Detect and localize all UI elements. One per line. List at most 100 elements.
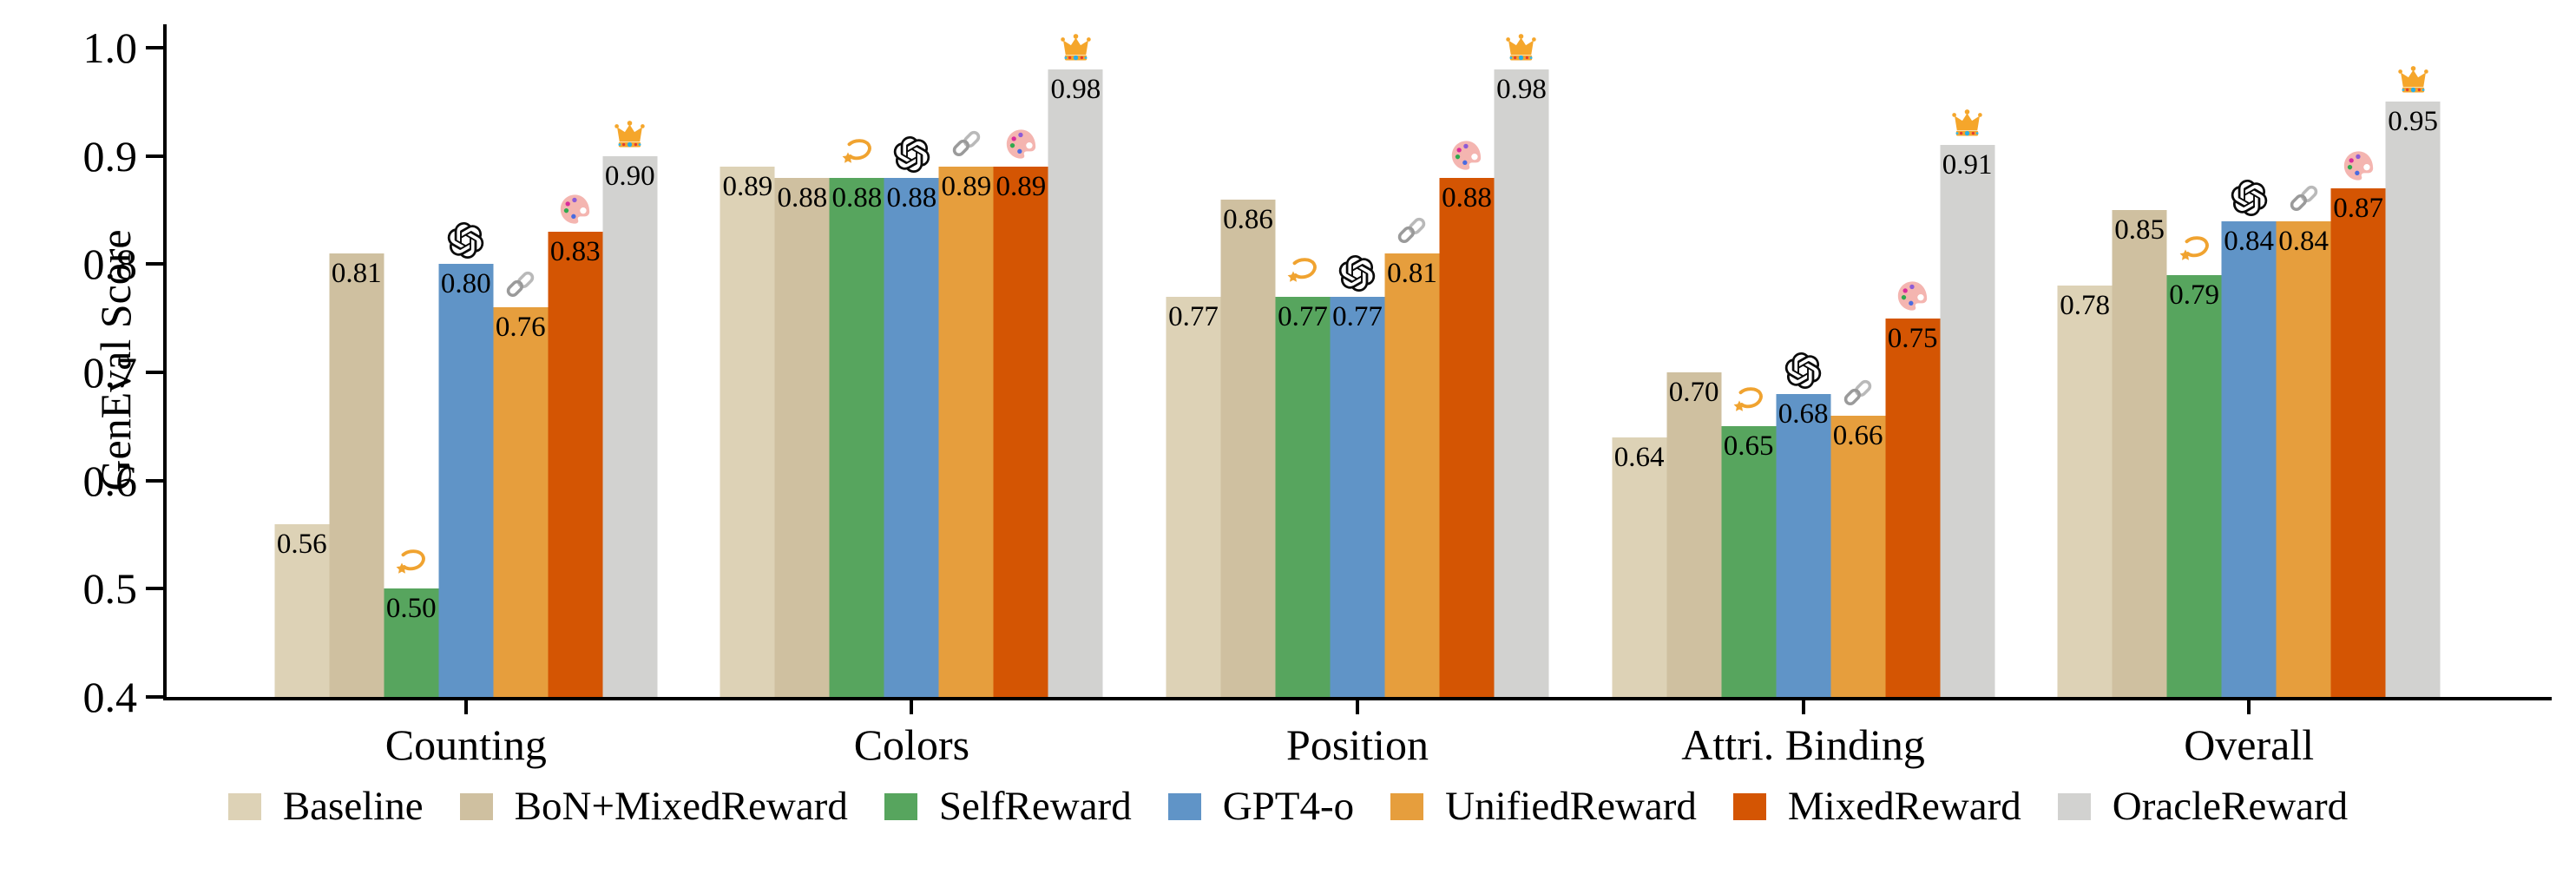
y-tick-label: 0.6 xyxy=(82,456,138,505)
bar: 0.88 xyxy=(884,135,939,697)
crown-icon xyxy=(1952,109,1982,136)
legend-label: UnifiedReward xyxy=(1445,784,1697,829)
bar: 0.64 xyxy=(1612,437,1667,697)
bar: 0.95 xyxy=(2385,66,2441,697)
legend-item: Baseline xyxy=(227,784,424,829)
y-major-tick xyxy=(146,371,167,374)
bar: 0.78 xyxy=(2057,286,2113,697)
bar-icon xyxy=(1841,376,1876,411)
y-axis-spine xyxy=(163,24,167,700)
bar-value-label: 0.66 xyxy=(1832,419,1883,451)
category-group: Counting 0.56 0.81 0.50 0.80 0.76 0.83 0.90 xyxy=(243,24,689,769)
bar-value-label: 0.88 xyxy=(831,181,883,214)
openai-icon xyxy=(2231,179,2267,216)
y-tick-label: 0.5 xyxy=(82,564,138,614)
legend-label: OracleReward xyxy=(2112,784,2349,829)
x-category-label: Overall xyxy=(2184,720,2315,769)
legend-swatch xyxy=(1167,793,1201,820)
bar-icon xyxy=(1003,127,1038,161)
bar-value-label: 0.50 xyxy=(385,593,437,625)
legend-item: MixedReward xyxy=(1732,784,2021,829)
legend-swatch xyxy=(459,793,493,820)
legend: Baseline BoN+MixedReward SelfReward GPT4-o U… xyxy=(0,786,2576,827)
legend-item: UnifiedReward xyxy=(1390,786,1697,827)
link-icon xyxy=(952,130,981,157)
bar-value-label: 0.86 xyxy=(1223,203,1273,235)
bar: 0.86 xyxy=(1220,199,1276,697)
bar: 0.56 xyxy=(274,523,330,697)
palette-icon xyxy=(2343,151,2373,181)
link-icon xyxy=(1398,217,1426,243)
crown-icon xyxy=(614,120,646,148)
crown-icon xyxy=(2397,66,2428,93)
category-group: Attri. Binding 0.64 0.70 0.65 0.68 0.66 0.7… xyxy=(1580,24,2027,769)
bar-icon xyxy=(1283,253,1322,292)
legend-label: Baseline xyxy=(282,784,424,829)
bar-value-label: 0.76 xyxy=(495,312,546,344)
bar-icon xyxy=(1339,254,1376,292)
bar: 0.89 xyxy=(993,129,1048,697)
bar: 0.89 xyxy=(720,167,775,697)
link-icon xyxy=(1843,379,1872,405)
bar: 0.68 xyxy=(1776,352,1831,697)
bar-icon xyxy=(1504,31,1539,64)
category-group: Overall 0.78 0.85 0.79 0.84 0.84 0.87 0.95 xyxy=(2026,24,2472,769)
bar-icon xyxy=(448,222,484,260)
bar-icon xyxy=(2231,179,2267,216)
bar: 0.75 xyxy=(1885,281,1941,697)
link-icon xyxy=(507,272,535,298)
bar-value-label: 0.89 xyxy=(722,171,773,203)
bar: 0.80 xyxy=(438,222,494,697)
bar-value-label: 0.81 xyxy=(1387,257,1437,289)
bar: 0.87 xyxy=(2330,151,2386,697)
y-major-tick xyxy=(146,478,167,483)
bar-value-label: 0.70 xyxy=(1668,377,1719,408)
y-tick-label: 0.9 xyxy=(82,131,138,181)
bar-value-label: 0.68 xyxy=(1778,398,1829,430)
bar: 0.50 xyxy=(384,549,439,697)
palette-icon xyxy=(1897,281,1928,311)
bar: 0.88 xyxy=(1439,140,1495,697)
bar-value-label: 0.87 xyxy=(2333,193,2384,225)
bar-value-label: 0.80 xyxy=(440,268,491,300)
bar-value-label: 0.75 xyxy=(1887,322,1938,354)
palette-icon xyxy=(1006,129,1036,159)
bar: 0.66 xyxy=(1830,379,1886,697)
bar-icon xyxy=(2395,63,2430,96)
legend-swatch xyxy=(227,793,261,820)
x-category-label: Counting xyxy=(384,720,547,769)
palette-icon xyxy=(561,194,590,224)
bar: 0.83 xyxy=(548,194,603,697)
bar: 0.90 xyxy=(602,120,658,697)
y-major-tick xyxy=(146,262,167,266)
legend-label: MixedReward xyxy=(1787,784,2021,829)
bar: 0.85 xyxy=(2112,210,2167,697)
y-major-tick xyxy=(146,46,167,49)
bars-row: 0.78 0.85 0.79 0.84 0.84 0.87 0.95 xyxy=(2057,66,2441,697)
bar-value-label: 0.77 xyxy=(1168,300,1219,332)
link-icon xyxy=(2290,185,2317,211)
bars-row: 0.64 0.70 0.65 0.68 0.66 0.75 0.91 xyxy=(1612,109,1995,697)
y-tick-label: 1.0 xyxy=(82,23,138,72)
bars-row: 0.56 0.81 0.50 0.80 0.76 0.83 0.90 xyxy=(274,120,658,697)
x-tick xyxy=(910,700,914,714)
bar-icon xyxy=(1950,107,1985,140)
bar-icon xyxy=(1058,31,1093,64)
bar-icon xyxy=(2286,181,2321,216)
bar: 0.70 xyxy=(1666,372,1722,697)
x-category-label: Colors xyxy=(853,720,970,769)
bar-value-label: 0.77 xyxy=(1332,300,1383,332)
bars-row: 0.89 0.88 0.88 0.88 0.89 0.89 0.98 xyxy=(720,34,1103,697)
bar-icon xyxy=(2341,148,2376,183)
bar-value-label: 0.89 xyxy=(941,171,992,203)
legend-item: SelfReward xyxy=(884,786,1132,827)
bar: 0.84 xyxy=(2276,185,2331,697)
x-category-label: Attri. Binding xyxy=(1681,720,1925,769)
openai-icon xyxy=(1339,254,1376,292)
bar: 0.76 xyxy=(493,272,549,697)
bar: 0.79 xyxy=(2166,236,2222,697)
bar-value-label: 0.88 xyxy=(886,181,937,214)
bar-value-label: 0.56 xyxy=(276,528,327,560)
legend-swatch xyxy=(884,793,917,820)
